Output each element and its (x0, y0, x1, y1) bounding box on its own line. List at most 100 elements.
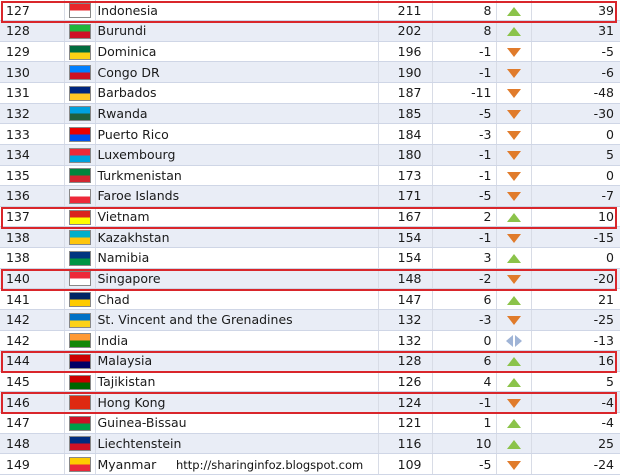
flag-cell (64, 82, 96, 104)
table-row[interactable]: 141 Chad 147 6 21 (0, 288, 620, 310)
previous-change-cell: -6 (531, 61, 620, 83)
previous-change-cell: -13 (531, 330, 620, 352)
rank-cell: 135 (0, 165, 65, 187)
country-name[interactable]: Burundi (95, 20, 379, 42)
arrow-up-icon (506, 357, 521, 367)
trend-cell (496, 247, 532, 269)
flag-icon (68, 353, 91, 369)
table-row[interactable]: 135 Turkmenistan 173 -1 0 (0, 165, 620, 187)
country-name[interactable]: Congo DR (95, 61, 379, 83)
table-row[interactable]: 140 Singapore 148 -2 -20 (0, 268, 620, 290)
country-name[interactable]: Malaysia (95, 350, 379, 372)
flag-icon (68, 333, 91, 349)
rank-cell: 138 (0, 247, 65, 269)
table-row[interactable]: 129 Dominica 196 -1 -5 (0, 41, 620, 63)
arrow-up-icon (506, 378, 521, 388)
previous-change-cell: -30 (531, 103, 620, 125)
country-name[interactable]: India (95, 330, 379, 352)
flag-icon (68, 127, 91, 143)
rank-cell: 138 (0, 226, 65, 248)
country-name[interactable]: Guinea-Bissau (95, 412, 379, 434)
trend-cell (496, 206, 532, 228)
previous-change-cell: 16 (531, 350, 620, 372)
arrow-down-icon (506, 398, 521, 408)
table-row[interactable]: 142 St. Vincent and the Grenadines 132 -3 -2… (0, 309, 620, 331)
table-row[interactable]: 138 Kazakhstan 154 -1 -15 (0, 226, 620, 248)
flag-icon (68, 85, 91, 101)
country-name[interactable]: Dominica (95, 41, 379, 63)
table-row[interactable]: 132 Rwanda 185 -5 -30 (0, 103, 620, 125)
change-cell: -11 (432, 82, 497, 104)
country-name[interactable]: Tajikistan (95, 371, 379, 393)
country-name[interactable]: Rwanda (95, 103, 379, 125)
flag-icon (68, 230, 91, 246)
rank-cell: 141 (0, 288, 65, 310)
country-name[interactable]: Namibia (95, 247, 379, 269)
table-row[interactable]: 148 Liechtenstein 116 10 25 (0, 433, 620, 455)
arrow-down-icon (506, 192, 521, 202)
trend-cell (496, 226, 532, 248)
trend-cell (496, 82, 532, 104)
country-name[interactable]: Singapore (95, 268, 379, 290)
table-row[interactable]: 133 Puerto Rico 184 -3 0 (0, 123, 620, 145)
change-cell: 8 (432, 0, 497, 22)
country-name[interactable]: Puerto Rico (95, 123, 379, 145)
flag-icon (68, 3, 91, 19)
flag-icon (68, 188, 91, 204)
table-row[interactable]: 127 Indonesia 211 8 39 (0, 0, 620, 22)
country-name[interactable]: St. Vincent and the Grenadines (95, 309, 379, 331)
trend-cell (496, 0, 532, 22)
arrow-down-icon (506, 68, 521, 78)
table-row[interactable]: 144 Malaysia 128 6 16 (0, 350, 620, 372)
rank-cell: 142 (0, 330, 65, 352)
table-row[interactable]: 142 India 132 0 -13 (0, 330, 620, 352)
country-name[interactable]: Vietnam (95, 206, 379, 228)
table-row[interactable]: 128 Burundi 202 8 31 (0, 20, 620, 42)
table-row[interactable]: 136 Faroe Islands 171 -5 -7 (0, 185, 620, 207)
country-name[interactable]: Barbados (95, 82, 379, 104)
flag-cell (64, 0, 96, 22)
change-cell: -3 (432, 123, 497, 145)
trend-cell (496, 412, 532, 434)
change-cell: -1 (432, 165, 497, 187)
flag-icon (68, 65, 91, 81)
flag-cell (64, 330, 96, 352)
flag-cell (64, 453, 96, 475)
country-name[interactable]: Turkmenistan (95, 165, 379, 187)
rank-cell: 149 (0, 453, 65, 475)
trend-cell (496, 20, 532, 42)
table-row[interactable]: 131 Barbados 187 -11 -48 (0, 82, 620, 104)
table-row[interactable]: 138 Namibia 154 3 0 (0, 247, 620, 269)
flag-cell (64, 20, 96, 42)
trend-cell (496, 144, 532, 166)
country-name[interactable]: Indonesia (95, 0, 379, 22)
rank-cell: 148 (0, 433, 65, 455)
previous-change-cell: 5 (531, 144, 620, 166)
country-name[interactable]: Chad (95, 288, 379, 310)
table-row[interactable]: 145 Tajikistan 126 4 5 (0, 371, 620, 393)
country-name[interactable]: Kazakhstan (95, 226, 379, 248)
country-name[interactable]: Hong Kong (95, 391, 379, 413)
country-name[interactable]: Faroe Islands (95, 185, 379, 207)
table-row[interactable]: 134 Luxembourg 180 -1 5 (0, 144, 620, 166)
table-row[interactable]: 137 Vietnam 167 2 10 (0, 206, 620, 228)
table-row[interactable]: 130 Congo DR 190 -1 -6 (0, 61, 620, 83)
previous-change-cell: -24 (531, 453, 620, 475)
table-row[interactable]: 146 Hong Kong 124 -1 -4 (0, 391, 620, 413)
trend-cell (496, 453, 532, 475)
flag-cell (64, 288, 96, 310)
previous-change-cell: 5 (531, 371, 620, 393)
change-cell: 3 (432, 247, 497, 269)
change-cell: -1 (432, 226, 497, 248)
arrow-up-icon (506, 213, 521, 223)
flag-icon (68, 168, 91, 184)
points-cell: 211 (378, 0, 433, 22)
table-row[interactable]: 147 Guinea-Bissau 121 1 -4 (0, 412, 620, 434)
previous-change-cell: 10 (531, 206, 620, 228)
trend-cell (496, 61, 532, 83)
previous-change-cell: 39 (531, 0, 620, 22)
country-name[interactable]: Liechtenstein (95, 433, 379, 455)
points-cell: 184 (378, 123, 433, 145)
country-name[interactable]: Luxembourg (95, 144, 379, 166)
rank-cell: 134 (0, 144, 65, 166)
